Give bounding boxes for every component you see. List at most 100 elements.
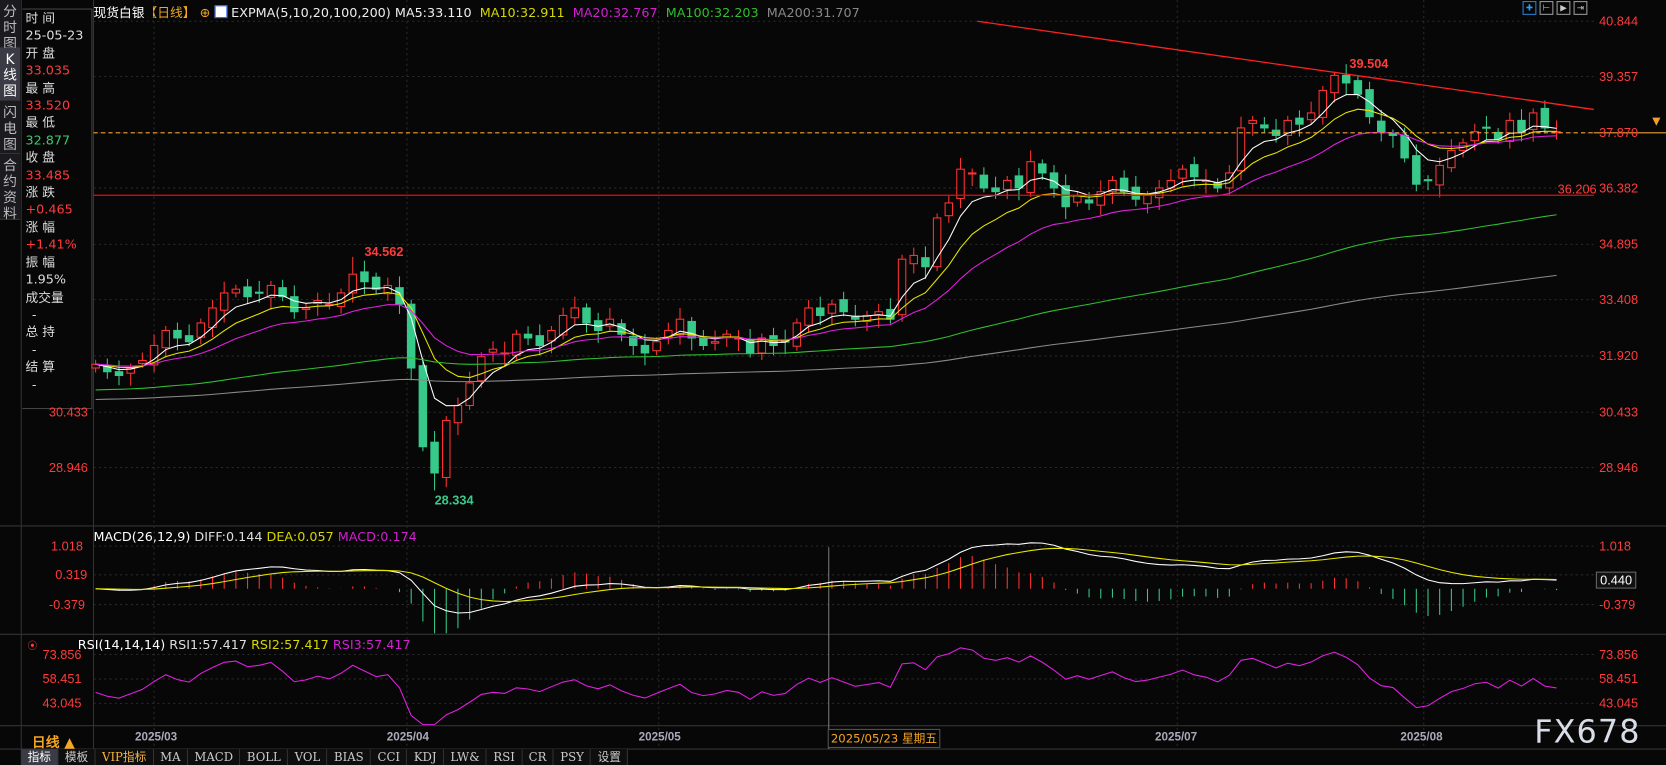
current-price-marker-icon[interactable]: ▼ — [1652, 115, 1661, 128]
toolbar-button[interactable]: BIAS — [327, 749, 372, 765]
macd-axis-label: 1.018 — [1599, 538, 1631, 554]
toolbar-button[interactable]: MA — [153, 749, 188, 765]
settings-circle-icon[interactable]: ⊕ — [199, 5, 211, 21]
candle-up — [1470, 131, 1479, 142]
ema100-value: MA100:32.203 — [665, 5, 759, 21]
candle-up — [1108, 179, 1117, 193]
ema200-value: MA200:31.707 — [766, 5, 860, 21]
candle-down — [991, 187, 1000, 193]
date-label: 2025/07 — [1154, 731, 1198, 744]
candle-up — [488, 348, 498, 353]
candle-down — [1014, 175, 1024, 189]
time-value: 25-05-23 — [25, 28, 84, 43]
candle-down — [921, 257, 930, 268]
toolbar-button[interactable]: 模板 — [58, 749, 96, 765]
candle-up — [1248, 119, 1257, 124]
candle-down — [1341, 74, 1351, 84]
toolbar-button[interactable]: VOL — [288, 749, 328, 765]
candle-up — [266, 284, 276, 298]
candle-down — [1038, 163, 1047, 174]
price-axis-label: 28.946 — [1599, 460, 1639, 475]
play-icon[interactable]: ▶ — [1556, 1, 1571, 15]
toolbar-button[interactable]: VIP指标 — [95, 749, 154, 765]
candle-up — [219, 292, 229, 311]
left-axis-label: 28.946 — [48, 460, 88, 475]
watermark-logo: FX678 — [1534, 714, 1641, 752]
candle-down — [371, 276, 381, 290]
tab-kline-chart[interactable]: K线图 — [0, 47, 21, 101]
candle-up — [874, 311, 883, 316]
candle-down — [629, 335, 638, 346]
candle-down — [523, 333, 533, 339]
candle-down — [1260, 124, 1269, 129]
candle-up — [792, 322, 802, 347]
toolbar-button[interactable]: LW& — [444, 749, 488, 765]
price-axis-label: 34.895 — [1599, 236, 1639, 252]
candle-down — [1377, 120, 1386, 133]
settlement-value: - — [31, 376, 37, 392]
macd-axis-label: -0.379 — [48, 597, 86, 612]
ema20-line — [95, 132, 1557, 367]
candle-up — [956, 168, 965, 199]
pct-value: +1.41% — [25, 237, 77, 253]
period-selector[interactable]: 日线 ▲ — [31, 735, 75, 752]
tab-time-chart[interactable]: 分时图 — [0, 0, 21, 52]
candle-up — [1552, 131, 1561, 134]
toolbar-button[interactable]: KDJ — [407, 749, 445, 765]
candle-down — [1190, 164, 1199, 178]
toolbar-button[interactable]: 指标 — [21, 749, 59, 765]
crosshair-icon[interactable]: ✚ — [1522, 1, 1537, 15]
macd-header: MACD(26,12,9) DIFF:0.144 DEA:0.057 MACD:… — [94, 529, 417, 544]
toolbar-button[interactable]: CCI — [371, 749, 408, 765]
candle-up — [138, 359, 147, 364]
close-value: 33.485 — [25, 167, 71, 183]
rsi-axis-label: 58.451 — [1599, 671, 1639, 687]
candle-up — [932, 217, 942, 268]
candle-down — [1084, 199, 1094, 204]
candle-down — [1400, 134, 1409, 159]
price-axis-label: 36.382 — [1599, 180, 1639, 196]
candle-down — [395, 287, 404, 305]
amplitude-value: 1.95% — [25, 272, 67, 287]
macd-axis-label: -0.379 — [1599, 597, 1636, 612]
rsi1-value: RSI1:57.417 — [169, 637, 247, 653]
candle-down — [816, 307, 825, 316]
candle-up — [827, 303, 837, 314]
candle-up — [897, 258, 907, 316]
toolbar-button[interactable]: BOLL — [240, 749, 289, 765]
rsi2-value: RSI2:57.417 — [251, 637, 329, 653]
candle-up — [453, 404, 463, 424]
ema5-value: MA5:33.110 — [394, 5, 472, 21]
candle-up — [1318, 89, 1328, 118]
toolbar-button[interactable]: MACD — [187, 749, 241, 765]
rsi-settings-icon[interactable]: ⦿ — [27, 641, 38, 653]
tab-flash-chart[interactable]: 闪电图 — [0, 100, 21, 155]
indicator-toolbar: 指标 模板 VIP指标 MA MACD BOLL VOL BIAS CCI KDJ LW& RSI CR… — [21, 749, 629, 765]
candle-up — [1505, 119, 1515, 142]
high-annotation: 34.562 — [364, 244, 404, 260]
tab-contract-info[interactable]: 合约资料 — [0, 154, 21, 222]
candle-up — [570, 307, 580, 319]
ema5-line — [95, 93, 1557, 407]
candle-up — [1003, 179, 1012, 190]
candle-up — [1236, 127, 1246, 172]
candle-down — [640, 344, 650, 354]
scroll-right-icon[interactable]: ⇥ — [1573, 1, 1588, 15]
candle-up — [558, 314, 568, 336]
support-level-label: 36.206 — [1557, 181, 1597, 197]
ema20-value: MA20:32.767 — [572, 5, 658, 21]
zoom-fit-icon[interactable]: ⊢ — [1539, 1, 1554, 15]
candle-up — [804, 307, 813, 326]
candle-up — [1306, 112, 1316, 121]
candle-up — [1330, 74, 1339, 94]
toolbar-button[interactable]: RSI — [487, 749, 523, 765]
candle-down — [1423, 179, 1433, 182]
indicator-chart-icon[interactable] — [214, 5, 228, 19]
toolbar-button[interactable]: PSY — [553, 749, 592, 765]
trend-line — [977, 20, 1594, 111]
toolbar-button[interactable]: CR — [522, 749, 554, 765]
candle-up — [231, 288, 241, 294]
toolbar-button[interactable]: 设置 — [591, 749, 629, 765]
rsi-line — [95, 647, 1557, 726]
